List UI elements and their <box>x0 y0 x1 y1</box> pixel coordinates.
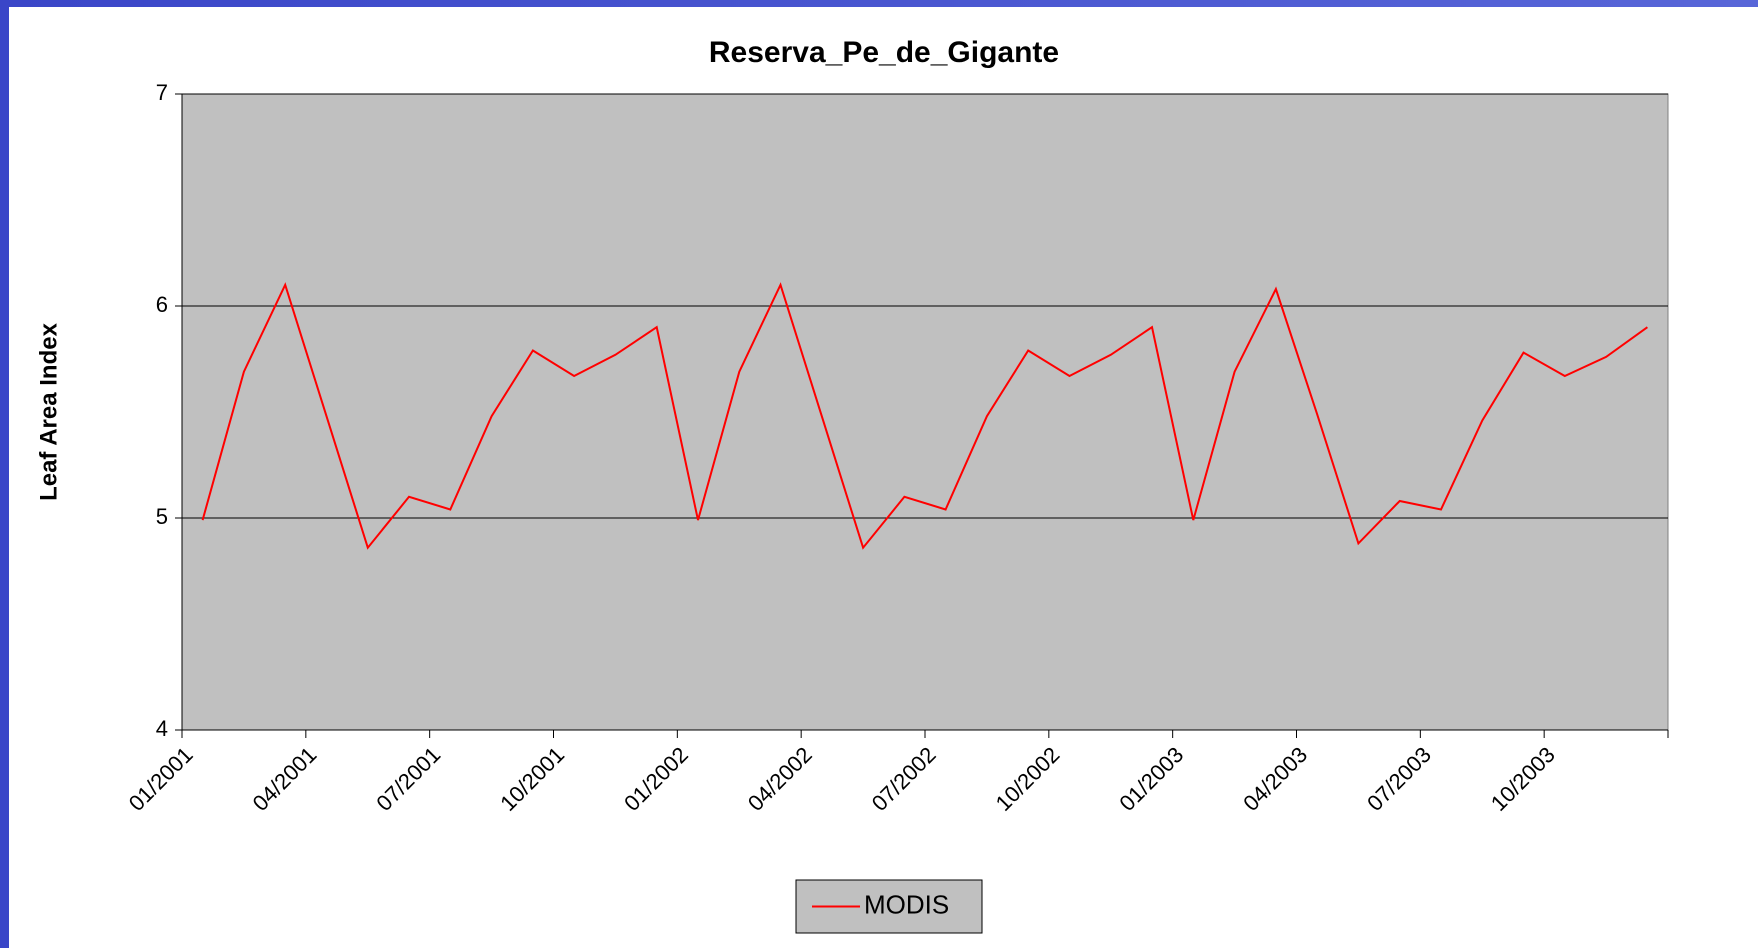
legend-label: MODIS <box>864 889 949 919</box>
y-tick-label: 5 <box>156 504 168 529</box>
y-tick-label: 7 <box>156 80 168 105</box>
series-line <box>201 282 1648 550</box>
plot-area <box>181 93 1669 731</box>
y-axis-label: Leaf Area Index <box>35 322 62 500</box>
y-tick-label: 6 <box>156 292 168 317</box>
y-tick-label: 4 <box>156 716 168 741</box>
chart-title: Reserva_Pe_de_Gigante <box>709 36 1059 69</box>
